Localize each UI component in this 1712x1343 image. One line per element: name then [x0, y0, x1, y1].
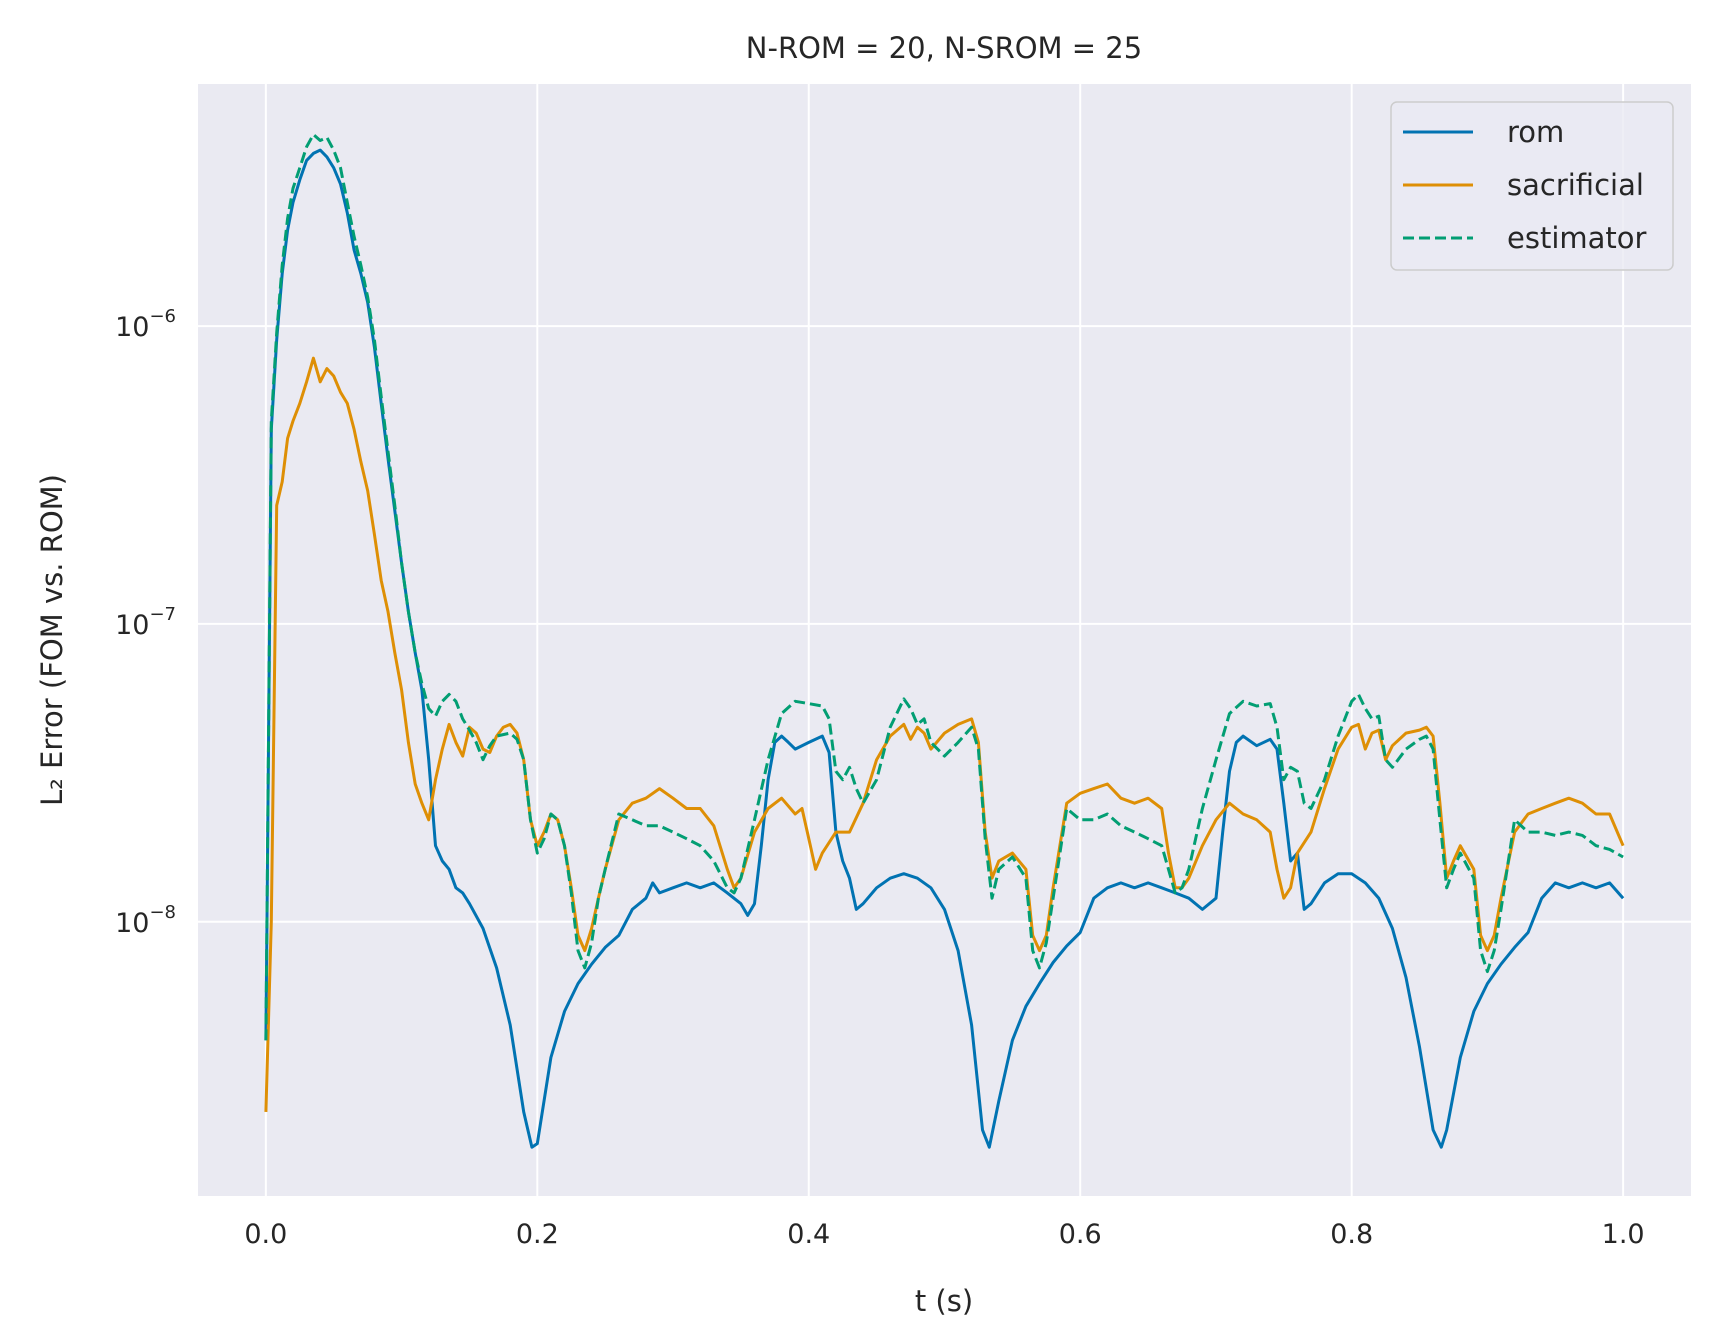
- legend-label-estimator: estimator: [1507, 221, 1647, 255]
- series-line-estimator: [264, 133, 1624, 1041]
- y-axis-label: L₂ Error (FOM vs. ROM): [35, 474, 69, 806]
- y-tick-base: 10: [115, 610, 149, 641]
- y-tick-exponent: −7: [149, 604, 176, 625]
- x-tick-label: 0.2: [516, 1219, 559, 1250]
- y-tick-exponent: −8: [149, 902, 176, 923]
- y-tick-label: 10−8: [115, 902, 176, 939]
- x-tick-label: 0.4: [787, 1219, 830, 1250]
- legend-label-sacrificial: sacrificial: [1507, 168, 1644, 202]
- series-line-sacrificial: [264, 356, 1625, 1112]
- x-axis-label: t (s): [915, 1284, 973, 1318]
- legend-label-rom: rom: [1507, 115, 1564, 149]
- x-tick-label: 0.0: [244, 1219, 287, 1250]
- y-tick-exponent: −6: [149, 306, 176, 327]
- x-tick-labels: 0.0 0.2 0.4 0.6 0.8 1.0: [244, 1219, 1644, 1250]
- series-lines: [264, 133, 1625, 1149]
- y-tick-base: 10: [115, 312, 149, 343]
- y-tick-base: 10: [115, 908, 149, 939]
- y-tick-labels: 10−810−710−6: [115, 306, 176, 939]
- y-tick-label: 10−7: [115, 604, 176, 641]
- x-tick-label: 1.0: [1602, 1219, 1645, 1250]
- legend: rom sacrificial estimator: [1390, 101, 1674, 271]
- x-tick-label: 0.6: [1059, 1219, 1102, 1250]
- legend-frame: [1390, 101, 1674, 271]
- y-tick-label: 10−6: [115, 306, 176, 343]
- x-tick-label: 0.8: [1330, 1219, 1373, 1250]
- chart-title: N-ROM = 20, N-SROM = 25: [746, 31, 1142, 65]
